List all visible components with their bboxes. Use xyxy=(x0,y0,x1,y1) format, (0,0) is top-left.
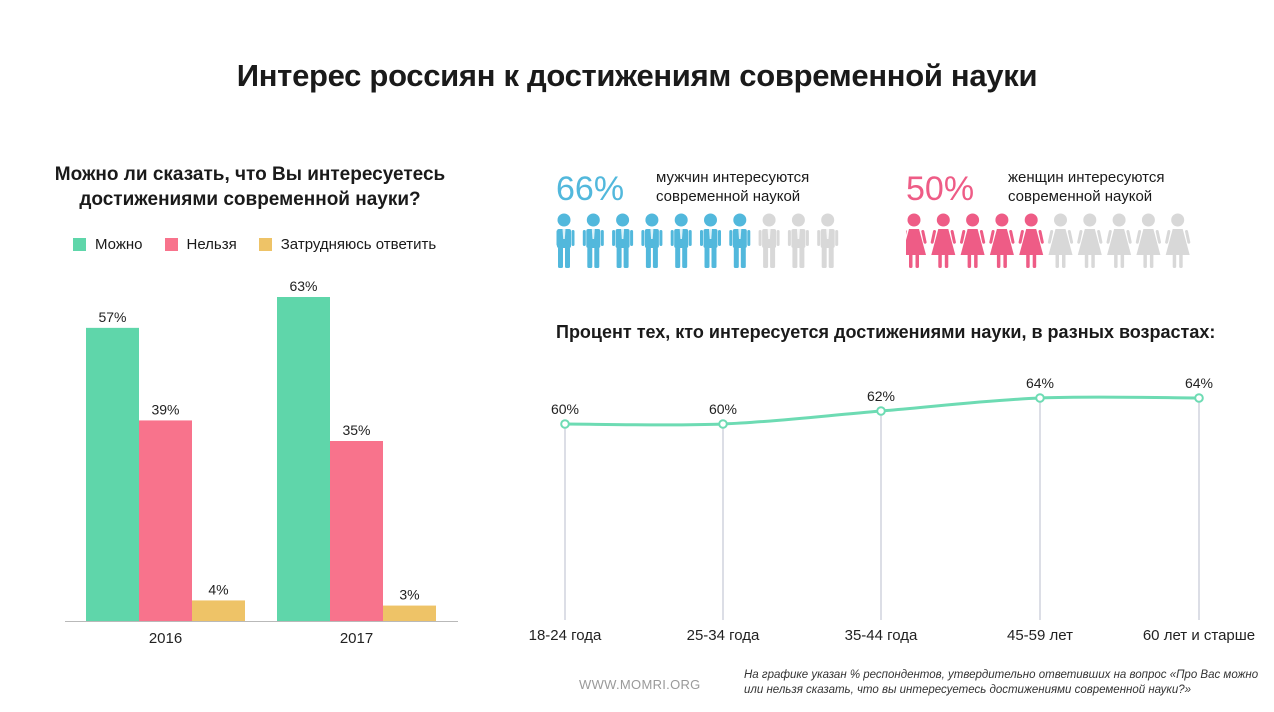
man-icon xyxy=(758,213,780,268)
bar-chart: 57% 39% 4% 2016 63% 35% 3% 2017 xyxy=(65,278,458,647)
man-icon xyxy=(670,213,692,268)
men-stat: 66% мужчин интересуются современной наук… xyxy=(556,168,876,273)
woman-icon xyxy=(960,213,986,268)
legend-item-yes: Можно xyxy=(73,236,143,253)
line-x-tick-label: 60 лет и старше xyxy=(1143,627,1255,644)
women-caption-line-1: женщин интересуются xyxy=(1008,169,1165,186)
line-value-label: 62% xyxy=(867,388,895,404)
bar-x-tick-label: 2017 xyxy=(340,630,373,647)
man-icon xyxy=(641,213,663,268)
women-percent: 50% xyxy=(906,170,975,208)
line-value-label: 60% xyxy=(551,401,579,417)
footnote: На графике указан % респондентов, утверд… xyxy=(744,669,1259,696)
bar-yes-2016 xyxy=(86,327,139,621)
man-icon xyxy=(582,213,604,268)
men-caption-line-2: современной наукой xyxy=(656,188,801,205)
men-caption: мужчин интересуются современной наукой xyxy=(656,168,809,206)
legend-swatch-no xyxy=(164,238,178,251)
bar-value-label: 35% xyxy=(342,422,370,438)
man-icon xyxy=(700,213,721,268)
bar-value-label: 4% xyxy=(208,581,228,597)
line-point xyxy=(560,419,570,429)
woman-icon-row xyxy=(906,213,1191,268)
line-value-label: 64% xyxy=(1185,375,1213,391)
woman-icon xyxy=(930,213,956,268)
legend-item-no: Нельзя xyxy=(164,236,237,253)
bar-unsure-2017 xyxy=(383,605,436,621)
woman-icon xyxy=(1135,213,1161,268)
line-point xyxy=(876,406,886,416)
man-icon xyxy=(556,213,575,268)
woman-icon xyxy=(906,213,927,268)
bar-value-label: 39% xyxy=(151,401,179,417)
bar-value-label: 63% xyxy=(289,278,317,294)
bar-no-2016 xyxy=(139,420,192,621)
women-caption-line-2: современной наукой xyxy=(1008,188,1153,205)
line-value-label: 60% xyxy=(709,401,737,417)
line-point xyxy=(1035,393,1045,403)
men-percent: 66% xyxy=(556,170,625,208)
women-caption: женщин интересуются современной наукой xyxy=(1008,168,1164,206)
men-caption-line-1: мужчин интересуются xyxy=(656,169,810,186)
man-icon xyxy=(787,213,809,268)
line-point xyxy=(1194,393,1204,403)
bar-value-label: 57% xyxy=(98,309,126,325)
legend-label-no: Нельзя xyxy=(186,236,237,253)
man-icon xyxy=(729,213,751,268)
man-icon xyxy=(612,213,634,268)
women-stat: 50% женщин интересуются современной наук… xyxy=(906,168,1226,273)
line-chart: 60% 18-24 года 60% 25-34 года 62% 35-44 года 6… xyxy=(529,375,1256,644)
woman-icon xyxy=(1047,213,1074,268)
line-x-tick-label: 18-24 года xyxy=(529,627,602,644)
legend-label-yes: Можно xyxy=(95,236,143,253)
line-x-tick-label: 45-59 лет xyxy=(1007,627,1073,644)
bar-unsure-2016 xyxy=(192,600,245,621)
woman-icon xyxy=(1077,213,1103,268)
legend-item-unsure: Затрудняюсь ответить xyxy=(258,236,437,253)
line-x-tick-label: 25-34 года xyxy=(687,627,760,644)
line-chart-title: Процент тех, кто интересуется достижения… xyxy=(556,322,1216,342)
woman-icon xyxy=(1165,213,1191,268)
bar-x-tick-label: 2016 xyxy=(149,630,182,647)
question-line-2: достижениями современной науки? xyxy=(79,189,421,210)
woman-icon xyxy=(989,213,1015,268)
bar-chart-question: Можно ли сказать, что Вы интересуетесь д… xyxy=(40,162,460,212)
page-title: Интерес россиян к достижениям современно… xyxy=(236,58,1038,93)
man-icon xyxy=(817,213,839,268)
line-x-tick-label: 35-44 года xyxy=(845,627,918,644)
bar-value-label: 3% xyxy=(399,587,419,603)
legend-swatch-unsure xyxy=(258,238,272,251)
bar-yes-2017 xyxy=(277,297,330,621)
legend-swatch-yes xyxy=(73,238,86,251)
legend-label-unsure: Затрудняюсь ответить xyxy=(280,236,437,253)
men-icon-row xyxy=(556,213,839,268)
woman-icon xyxy=(1106,213,1132,268)
bar-legend: Можно Нельзя Затрудняюсь ответить xyxy=(73,236,458,253)
source-url: WWW.MOMRI.ORG xyxy=(579,677,701,692)
woman-icon xyxy=(1018,213,1044,268)
line-point xyxy=(718,419,728,429)
line-value-label: 64% xyxy=(1026,375,1054,391)
bar-no-2017 xyxy=(330,441,383,621)
question-line-1: Можно ли сказать, что Вы интересуетесь xyxy=(54,164,446,185)
